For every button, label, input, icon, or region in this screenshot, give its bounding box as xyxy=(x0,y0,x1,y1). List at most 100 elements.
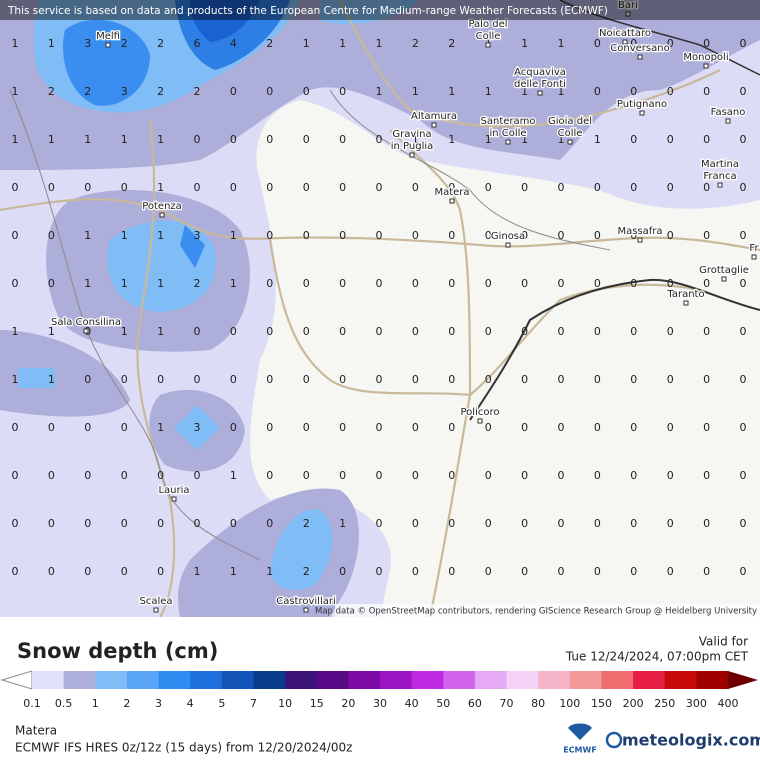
color-legend: 0.1 0.5 1 2 3 4 5 7 10 15 20 30 40 50 60 70 80 100 150 200 2… xyxy=(0,670,758,710)
grid-value: 1 xyxy=(194,565,201,578)
grid-value: 0 xyxy=(448,517,455,530)
grid-value: 1 xyxy=(230,565,237,578)
grid-value: 0 xyxy=(521,517,528,530)
grid-value: 0 xyxy=(703,565,710,578)
place-marker xyxy=(683,300,689,306)
grid-value: 0 xyxy=(412,325,419,338)
brand-icon[interactable] xyxy=(605,731,623,749)
legend-title: Snow depth (cm) xyxy=(17,639,218,663)
legend-swatch xyxy=(126,671,160,689)
grid-value: 0 xyxy=(230,421,237,434)
grid-value: 0 xyxy=(376,277,383,290)
place-label: Sala Consilina xyxy=(51,317,121,328)
grid-value: 0 xyxy=(630,421,637,434)
grid-value: 0 xyxy=(667,517,674,530)
model-info: ECMWF IFS HRES 0z/12z (15 days) from 12/… xyxy=(15,741,352,755)
grid-value: 1 xyxy=(266,565,273,578)
grid-value: 0 xyxy=(558,325,565,338)
grid-value: 0 xyxy=(48,469,55,482)
valid-time: Tue 12/24/2024, 07:00pm CET xyxy=(565,650,749,664)
grid-value: 1 xyxy=(157,325,164,338)
grid-value: 0 xyxy=(594,517,601,530)
grid-value: 0 xyxy=(703,325,710,338)
grid-value: 1 xyxy=(521,133,528,146)
grid-value: 0 xyxy=(266,517,273,530)
region-border xyxy=(329,89,611,251)
legend-swatch xyxy=(32,671,65,689)
place-marker xyxy=(639,110,645,116)
place-label: Putignano xyxy=(617,99,667,110)
place-label: Matera xyxy=(434,187,469,198)
grid-value: 0 xyxy=(376,517,383,530)
place-label: Melfi xyxy=(96,31,120,42)
grid-value: 0 xyxy=(339,277,346,290)
grid-value: 0 xyxy=(376,469,383,482)
legend-tick-label: 0.1 xyxy=(23,697,41,710)
grid-value: 0 xyxy=(448,181,455,194)
grid-value: 1 xyxy=(376,85,383,98)
legend-swatch xyxy=(538,671,571,689)
grid-value: 0 xyxy=(448,229,455,242)
legend-tick-label: 400 xyxy=(718,697,739,710)
grid-value: 0 xyxy=(740,565,747,578)
grid-value: 1 xyxy=(558,85,565,98)
place-marker xyxy=(637,54,643,60)
grid-value: 1 xyxy=(48,133,55,146)
place-marker xyxy=(409,152,415,158)
place-label: in Colle xyxy=(489,128,526,139)
grid-value: 0 xyxy=(376,565,383,578)
grid-value: 0 xyxy=(157,469,164,482)
grid-value: 0 xyxy=(12,565,19,578)
grid-value: 2 xyxy=(84,85,91,98)
grid-value: 0 xyxy=(121,517,128,530)
grid-value: 0 xyxy=(194,181,201,194)
grid-value: 0 xyxy=(48,565,55,578)
grid-value: 0 xyxy=(630,229,637,242)
legend-tick-label: 30 xyxy=(373,697,387,710)
grid-value: 1 xyxy=(448,133,455,146)
grid-value: 0 xyxy=(230,181,237,194)
grid-value: 0 xyxy=(521,229,528,242)
grid-value: 0 xyxy=(266,277,273,290)
grid-value: 0 xyxy=(630,277,637,290)
snow-blue-area xyxy=(320,0,420,24)
grid-value: 0 xyxy=(630,469,637,482)
place-label: Fr xyxy=(749,243,759,254)
grid-value: 2 xyxy=(266,37,273,50)
place-label: Grottaglie xyxy=(699,265,749,276)
place-marker xyxy=(105,42,111,48)
place-label: Franca xyxy=(703,171,736,182)
legend-swatch xyxy=(285,671,318,689)
snow-blue-dark xyxy=(180,225,205,268)
grid-value: 0 xyxy=(667,469,674,482)
legend-tick-label: 5 xyxy=(218,697,225,710)
grid-value: 0 xyxy=(448,277,455,290)
place-label: Massafra xyxy=(617,226,662,237)
grid-value: 0 xyxy=(448,373,455,386)
grid-value: 0 xyxy=(412,181,419,194)
location: Matera xyxy=(15,724,57,738)
grid-value: 0 xyxy=(266,229,273,242)
grid-value: 0 xyxy=(703,133,710,146)
place-marker xyxy=(171,496,177,502)
grid-value: 2 xyxy=(303,565,310,578)
grid-value: 0 xyxy=(303,133,310,146)
brand[interactable]: meteologix.com xyxy=(622,731,760,750)
legend-tick-label: 200 xyxy=(623,697,644,710)
coastline xyxy=(469,278,760,421)
grid-value: 0 xyxy=(48,181,55,194)
grid-value: 2 xyxy=(194,277,201,290)
place-label: Colle xyxy=(476,31,501,42)
grid-value: 0 xyxy=(194,517,201,530)
place-marker xyxy=(725,118,731,124)
place-label: Scalea xyxy=(139,596,172,607)
grid-value: 0 xyxy=(594,421,601,434)
place-label: Palo del xyxy=(468,19,507,30)
grid-value: 0 xyxy=(12,421,19,434)
place-marker xyxy=(159,212,165,218)
legend-tick-label: 2 xyxy=(123,697,130,710)
grid-value: 0 xyxy=(266,421,273,434)
place-marker xyxy=(83,328,89,334)
place-label: Fasano xyxy=(711,107,746,118)
